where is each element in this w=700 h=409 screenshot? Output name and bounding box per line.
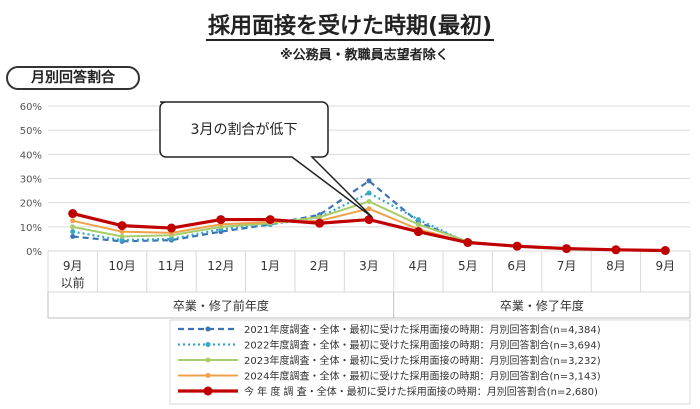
x-tick-label: 5月 <box>458 259 478 273</box>
data-point <box>463 238 473 248</box>
legend-label: 2023年度調査・全体・最初に受けた採用面接の時期：月別回答割合(n=3,232… <box>244 354 601 367</box>
data-point <box>265 215 275 225</box>
x-tick-label: 以前 <box>61 275 85 290</box>
legend-marker <box>205 357 211 363</box>
x-tick-label: 12月 <box>207 259 234 273</box>
data-point <box>366 206 372 212</box>
y-tick-label: 20% <box>20 199 42 210</box>
y-tick-label: 50% <box>20 126 42 137</box>
data-point <box>317 214 323 220</box>
series-badge: 月別回答割合 <box>6 66 140 90</box>
chart-title-text: 採用面接を受けた時期(最初) <box>205 14 495 41</box>
chart-subtitle: ※公務員・教職員志望者除く <box>280 48 449 63</box>
legend-marker <box>205 326 211 332</box>
data-point <box>168 236 174 242</box>
group-label: 卒業・修了年度 <box>500 298 584 313</box>
data-point <box>415 217 421 223</box>
data-point <box>70 229 76 235</box>
x-tick-label: 9月 <box>63 259 83 273</box>
chart-title: 採用面接を受けた時期(最初) <box>0 8 700 41</box>
data-point <box>70 234 76 239</box>
callout-text: 3月の割合が低下 <box>191 121 298 138</box>
data-point <box>119 237 125 243</box>
data-point <box>611 245 621 255</box>
y-tick-label: 10% <box>20 223 42 234</box>
group-label: 卒業・修了前年度 <box>173 298 269 313</box>
x-tick-label: 1月 <box>260 259 280 273</box>
data-point <box>119 234 125 239</box>
series-lines <box>68 178 670 256</box>
x-tick-label: 9月 <box>655 259 675 273</box>
x-tick-label: 8月 <box>606 259 626 273</box>
data-point <box>660 246 670 256</box>
legend-label: 2024年度調査・全体・最初に受けた採用面接の時期：月別回答割合(n=3,143… <box>244 370 601 383</box>
legend-box <box>169 319 691 405</box>
x-tick-label: 6月 <box>507 259 527 273</box>
legend-marker <box>205 342 211 347</box>
x-tick-label: 2月 <box>310 259 330 273</box>
legend-label: 2021年度調査・全体・最初に受けた採用面接の時期：月別回答割合(n=4,384… <box>244 323 601 336</box>
y-tick-label: 60% <box>20 102 42 113</box>
data-point <box>216 215 226 225</box>
data-point <box>119 229 125 235</box>
data-point <box>366 190 372 196</box>
legend-label: 今 年 度 調 査・全体・最初に受けた採用面接の時期：月別回答割合(n=2,68… <box>244 385 598 398</box>
legend-label: 2022年度調査・全体・最初に受けた採用面接の時期：月別回答割合(n=3,694… <box>244 339 601 352</box>
data-point <box>366 178 372 184</box>
x-tick-label: 11月 <box>158 259 185 273</box>
x-tick-label: 10月 <box>108 259 135 273</box>
y-tick-label: 0% <box>26 247 42 258</box>
legend-marker <box>205 373 211 378</box>
y-tick-label: 30% <box>20 175 42 186</box>
data-point <box>315 218 325 228</box>
legend-marker <box>203 386 213 396</box>
callout: 3月の割合が低下 <box>159 101 373 218</box>
data-point <box>68 209 78 219</box>
x-tick-label: 3月 <box>359 259 379 273</box>
y-axis-ticks: 0% 10% 20% 30% 40% 50% 60% <box>20 102 42 258</box>
data-point <box>117 221 127 231</box>
grid-lines <box>47 105 691 319</box>
data-point <box>413 227 423 237</box>
callout-box <box>159 101 373 218</box>
y-tick-label: 40% <box>20 150 42 161</box>
legend: 2021年度調査・全体・最初に受けた採用面接の時期：月別回答割合(n=4,384… <box>169 319 691 405</box>
data-point <box>70 218 76 224</box>
data-point <box>562 244 572 254</box>
data-point <box>70 224 76 230</box>
data-point <box>512 241 522 251</box>
x-tick-label: 4月 <box>409 259 429 273</box>
data-point <box>415 221 421 227</box>
data-point <box>366 198 372 204</box>
x-tick-label: 7月 <box>557 259 577 273</box>
data-point <box>166 223 176 233</box>
